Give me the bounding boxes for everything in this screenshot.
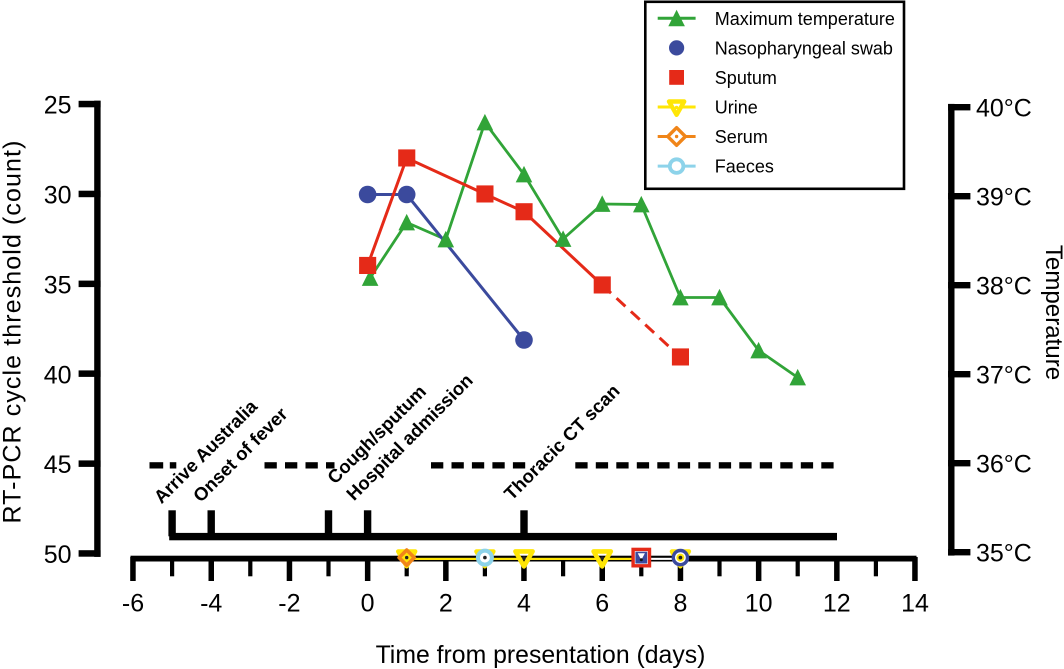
svg-text:Faeces: Faeces [715,157,774,177]
svg-text:50: 50 [44,541,72,569]
svg-text:8: 8 [673,589,687,617]
svg-text:25: 25 [44,92,72,120]
svg-text:10: 10 [745,589,773,617]
svg-text:Time from presentation (days): Time from presentation (days) [376,642,706,669]
svg-text:40°C: 40°C [976,95,1032,123]
svg-text:6: 6 [595,589,609,617]
svg-text:45: 45 [44,451,72,479]
svg-text:Maximum temperature: Maximum temperature [715,9,895,29]
svg-text:-6: -6 [122,589,144,617]
svg-text:30: 30 [44,182,72,210]
svg-text:Sputum: Sputum [715,68,777,88]
svg-text:Serum: Serum [715,127,768,147]
svg-text:37°C: 37°C [976,362,1032,390]
svg-text:-4: -4 [200,589,222,617]
svg-text:38°C: 38°C [976,273,1032,301]
svg-text:12: 12 [823,589,851,617]
svg-text:35°C: 35°C [976,540,1032,568]
svg-text:0: 0 [361,589,375,617]
svg-text:Temperature: Temperature [1040,245,1064,380]
svg-text:Nasopharyngeal swab: Nasopharyngeal swab [715,39,893,59]
svg-text:39°C: 39°C [976,184,1032,212]
svg-text:4: 4 [517,589,531,617]
svg-text:2: 2 [439,589,453,617]
svg-text:-2: -2 [278,589,300,617]
svg-text:14: 14 [901,589,929,617]
svg-text:RT-PCR cycle threshold (count): RT-PCR cycle threshold (count) [0,139,27,523]
svg-text:36°C: 36°C [976,451,1032,479]
svg-text:40: 40 [44,361,72,389]
svg-text:Urine: Urine [715,98,758,118]
svg-text:35: 35 [44,271,72,299]
